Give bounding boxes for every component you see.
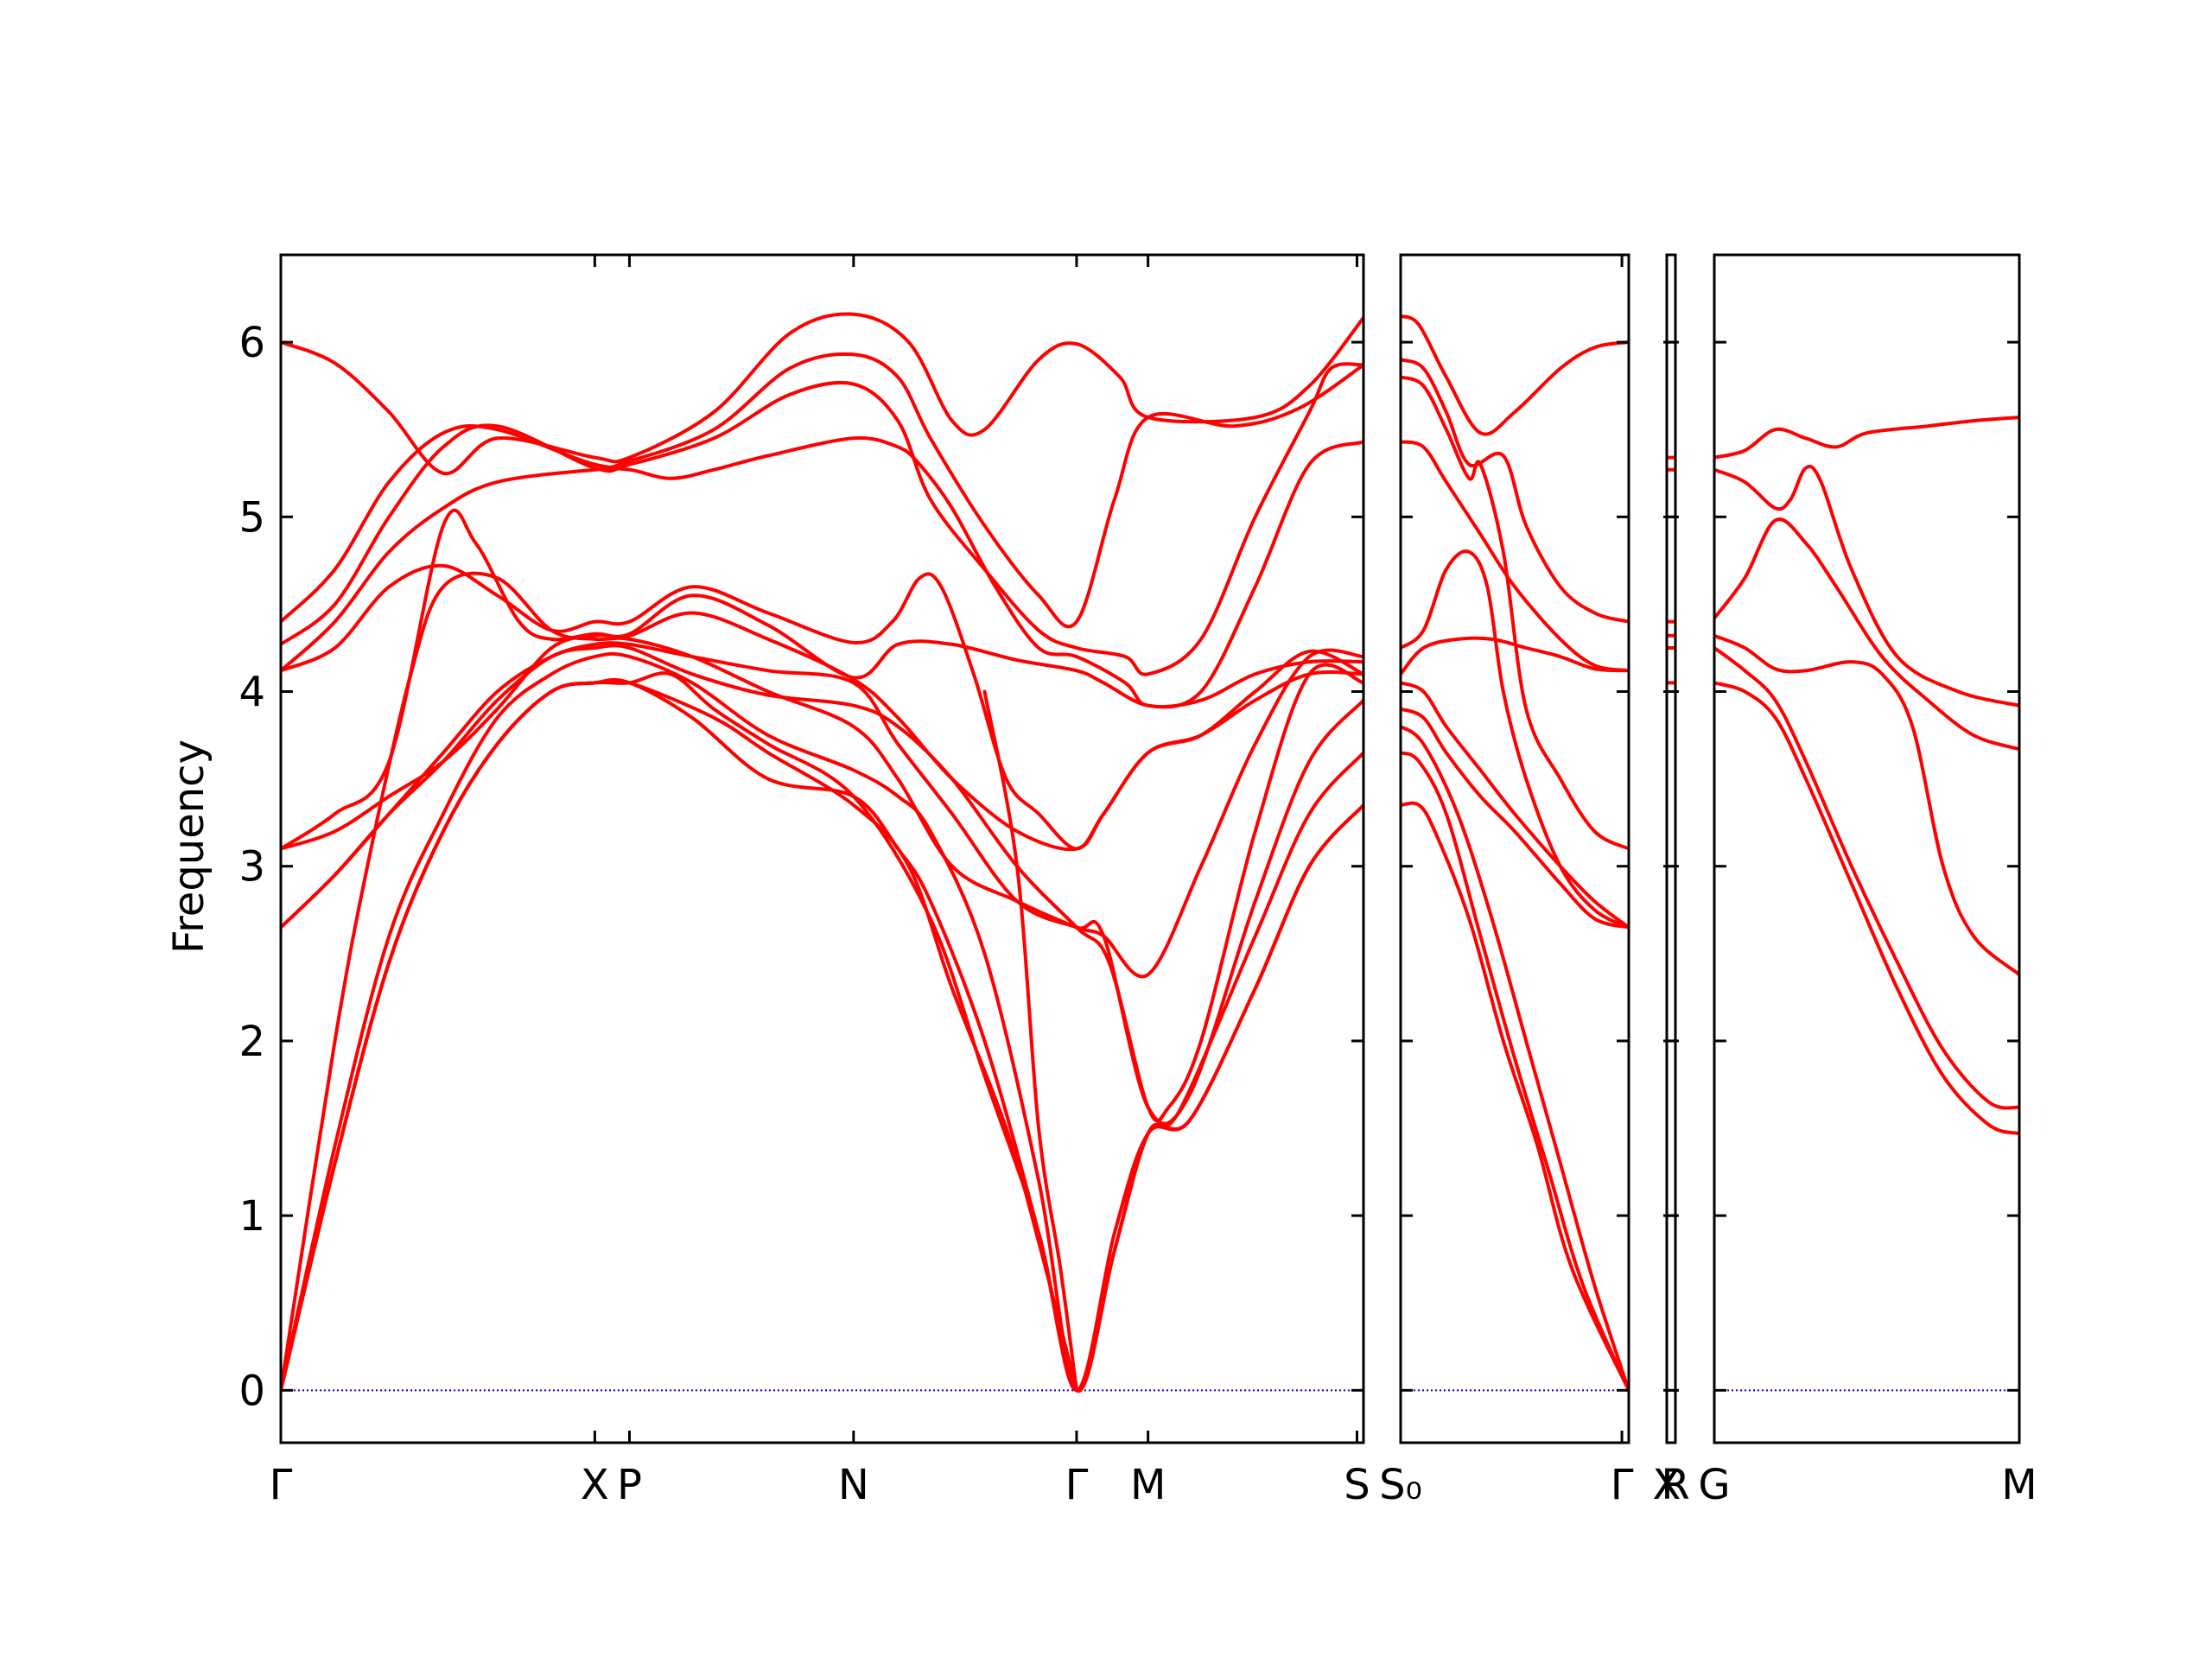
x-tick-label: G — [1698, 1461, 1730, 1509]
band-line — [281, 312, 1363, 475]
x-tick-label: Γ — [1611, 1461, 1634, 1509]
band-line — [982, 689, 1078, 1393]
x-tick-label: S₀ — [1379, 1461, 1422, 1509]
y-tick-label: 6 — [238, 319, 265, 367]
band-line — [281, 362, 1363, 676]
band-line — [1401, 801, 1629, 1393]
y-tick-label: 4 — [238, 669, 265, 717]
x-tick-label: M — [1130, 1461, 1166, 1509]
band-line — [1401, 375, 1629, 851]
x-tick-label: Γ — [1065, 1461, 1089, 1509]
x-tick-label: P — [617, 1461, 642, 1509]
band-line — [1714, 681, 2019, 1136]
panel-frame — [1399, 253, 1630, 1444]
y-tick-label: 3 — [238, 843, 265, 892]
x-tick-label: X — [581, 1461, 609, 1509]
panel-2: S₀ Γ — [1379, 253, 1634, 1509]
band-line — [281, 611, 1363, 852]
series-group — [1714, 416, 2019, 1136]
band-line — [1714, 633, 2019, 977]
band-line — [281, 671, 1363, 1393]
band-line — [281, 641, 1363, 979]
band-line — [1714, 465, 2019, 708]
band-line — [281, 651, 1363, 1393]
y-tick-label: 2 — [238, 1018, 265, 1066]
x-tick-label: X — [1653, 1461, 1681, 1509]
band-line — [281, 508, 1363, 851]
band-line — [1401, 358, 1629, 624]
band-line — [1401, 636, 1629, 676]
y-tick-label: 5 — [238, 493, 265, 542]
band-line — [281, 678, 1078, 1393]
band-line — [1401, 707, 1629, 930]
band-line — [1401, 440, 1629, 673]
x-tick-label: R — [1661, 1461, 1689, 1509]
band-line — [281, 563, 1363, 851]
x-tick-label: Γ — [270, 1461, 293, 1509]
band-line — [1714, 517, 2019, 752]
x-tick-label: M — [2001, 1461, 2037, 1509]
band-line — [281, 571, 1363, 1393]
panel-frame — [1665, 253, 1677, 1444]
y-tick-label: 0 — [238, 1367, 265, 1415]
band-line — [281, 436, 1363, 709]
band-line — [1401, 681, 1629, 930]
series-group — [281, 312, 1363, 1393]
x-tick-label: S — [1344, 1461, 1370, 1509]
y-tick-label: 1 — [238, 1192, 265, 1241]
panel-frame — [279, 253, 1365, 1444]
panel-3: XR — [1653, 253, 1690, 1509]
band-line — [1714, 416, 2019, 460]
band-line — [1714, 646, 2019, 1110]
band-line — [281, 352, 1363, 629]
band-line — [1401, 549, 1629, 930]
band-line — [1401, 314, 1629, 436]
band-line — [281, 644, 1363, 1123]
y-axis-label: Frequency — [165, 739, 213, 954]
series-group — [1401, 314, 1629, 1393]
panel-frame — [1713, 253, 2021, 1444]
band-line — [1401, 725, 1629, 1393]
band-line — [1401, 751, 1629, 1393]
x-tick-label: N — [838, 1461, 869, 1509]
